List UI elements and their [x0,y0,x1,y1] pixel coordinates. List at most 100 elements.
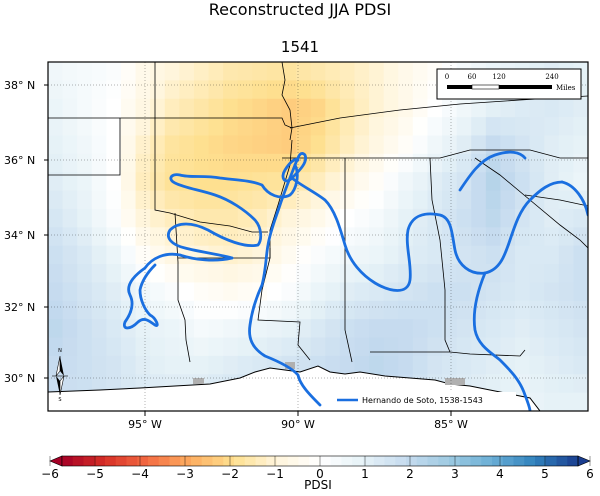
colorbar-tick-label: −5 [86,467,104,481]
pdsi-cell [164,282,180,302]
pdsi-cell [471,227,487,247]
scale-tick-240: 240 [545,73,558,81]
pdsi-cell [208,300,224,320]
pdsi-cell [296,227,312,247]
pdsi-cell [91,282,107,302]
colorbar-segment [234,456,246,466]
pdsi-cell [369,208,385,228]
pdsi-cell [354,208,370,228]
pdsi-cell [77,227,93,247]
pdsi-cell [558,208,574,228]
pdsi-cell [237,98,253,118]
pdsi-cell [573,264,588,284]
colorbar-tick-label: 1 [361,467,369,481]
pdsi-cell [325,153,341,173]
pdsi-cell [310,190,326,210]
pdsi-cell [529,135,545,155]
pdsi-cell [529,282,545,302]
pdsi-cell [529,172,545,192]
colorbar-segment [180,456,192,466]
pdsi-cell [485,98,502,118]
colorbar-segment [567,456,579,466]
pdsi-cell [310,245,326,265]
pdsi-cell [339,300,356,320]
pdsi-cell [442,135,458,155]
pdsi-cell [544,98,560,118]
pdsi-cell [150,190,166,210]
pdsi-cell [573,355,588,375]
colorbar-segment [244,456,256,466]
pdsi-cell [383,172,399,192]
pdsi-cell [252,117,268,137]
pdsi-cell [544,264,560,284]
pdsi-cell [179,355,195,375]
pdsi-cell [106,227,122,247]
south-letter: S [58,397,61,403]
pdsi-cell [310,337,326,357]
pdsi-cell [339,337,356,357]
pdsi-cell [223,62,239,81]
pdsi-cell [558,98,574,118]
pdsi-cell [91,135,107,155]
pdsi-cell [48,153,64,173]
pdsi-cell [252,337,268,357]
pdsi-cell [339,117,356,137]
pdsi-cell [266,135,283,155]
pdsi-cell [325,300,341,320]
pdsi-cell [529,208,545,228]
pdsi-cell [325,319,341,339]
pdsi-cell [456,300,472,320]
colorbar-segment [352,456,364,466]
lon-label-90: 90° W [281,418,315,431]
pdsi-cell [442,245,458,265]
colorbar-segment [223,456,235,466]
pdsi-cell [383,80,399,100]
pdsi-cell [544,153,560,173]
pdsi-cell [120,98,137,118]
pdsi-cell [398,300,414,320]
pdsi-cell [427,245,443,265]
pdsi-cell [558,355,574,375]
pdsi-cell [106,62,122,81]
pdsi-cell [442,282,458,302]
north-arrow-icon: N S [52,348,68,403]
colorbar-segment [524,456,536,466]
pdsi-cell [223,337,239,357]
pdsi-cell [208,62,224,81]
pdsi-cell [383,300,399,320]
pdsi-cell [120,355,137,375]
pdsi-cell [369,227,385,247]
pdsi-cell [573,227,588,247]
map-frame [47,61,589,412]
colorbar-max-extend [577,455,591,467]
pdsi-cell [354,355,370,375]
pdsi-cell [91,172,107,192]
colorbar-segment [94,456,106,466]
pdsi-cell [296,208,312,228]
pdsi-cell [339,172,356,192]
pdsi-cell [135,208,151,228]
pdsi-cell [383,282,399,302]
pdsi-cell [237,190,253,210]
pdsi-cell [471,337,487,357]
pdsi-cell [237,300,253,320]
pdsi-cell [150,80,166,100]
pdsi-cell [310,319,326,339]
pdsi-cell [369,337,385,357]
pdsi-cell [223,153,239,173]
pdsi-cell [266,172,283,192]
pdsi-cell [310,135,326,155]
pdsi-cell [77,374,93,394]
pdsi-cell [296,300,312,320]
pdsi-cell [383,98,399,118]
pdsi-cell [427,190,443,210]
pdsi-cell [383,245,399,265]
lon-label-95: 95° W [128,418,162,431]
pdsi-cell [77,355,93,375]
pdsi-cell [573,392,588,411]
pdsi-cell [354,227,370,247]
pdsi-cell [91,337,107,357]
pdsi-cell [500,374,516,394]
pdsi-cell [369,190,385,210]
de-soto-route [122,150,588,411]
